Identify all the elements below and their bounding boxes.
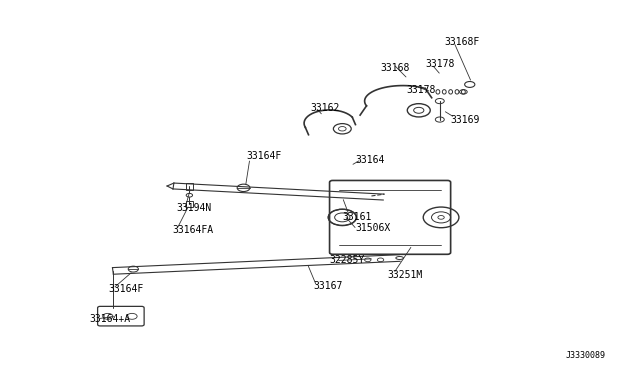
- Text: 33164: 33164: [355, 155, 385, 165]
- Text: 33194N: 33194N: [177, 203, 212, 213]
- Text: 33164+A: 33164+A: [90, 314, 131, 324]
- Text: 33162: 33162: [310, 103, 340, 113]
- Text: 33164FA: 33164FA: [172, 225, 213, 235]
- Text: 33168: 33168: [381, 63, 410, 73]
- Text: 32285Y: 32285Y: [330, 255, 365, 265]
- Text: 33164F: 33164F: [246, 151, 282, 161]
- Bar: [186, 201, 193, 208]
- FancyBboxPatch shape: [330, 180, 451, 254]
- Bar: [186, 183, 193, 190]
- Text: 33178: 33178: [406, 85, 435, 95]
- Text: 33168F: 33168F: [444, 37, 479, 47]
- Text: 33178: 33178: [425, 59, 454, 69]
- Text: 33164F: 33164F: [108, 284, 144, 294]
- Text: 33251M: 33251M: [387, 270, 422, 280]
- Text: 33161: 33161: [342, 212, 372, 222]
- FancyBboxPatch shape: [98, 307, 144, 326]
- Text: 31506X: 31506X: [355, 224, 390, 234]
- Text: 33167: 33167: [314, 281, 343, 291]
- Text: J3330089: J3330089: [565, 351, 605, 360]
- Text: 33169: 33169: [451, 115, 480, 125]
